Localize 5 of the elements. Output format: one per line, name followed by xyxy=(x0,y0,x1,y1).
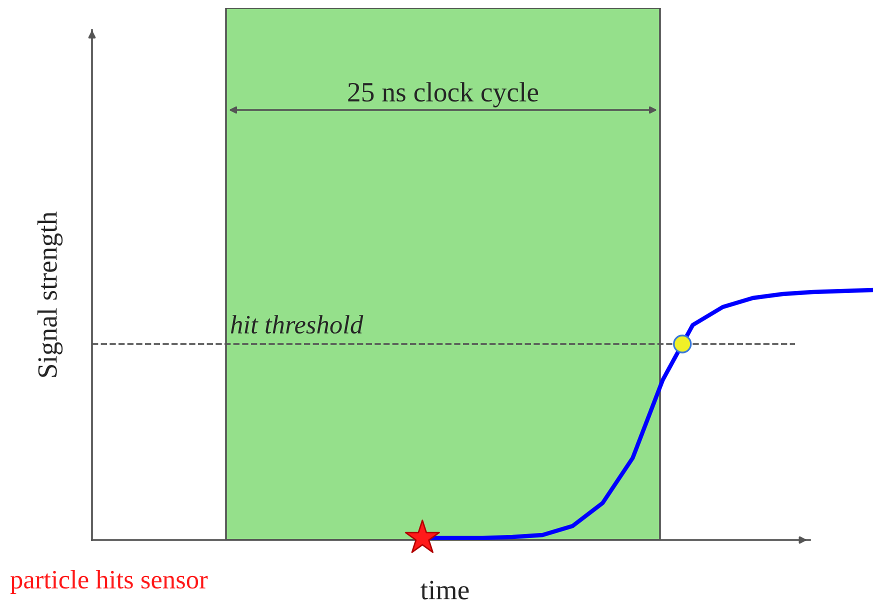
x-axis-title: time xyxy=(420,580,469,600)
ref-line-label: hit threshold xyxy=(230,315,364,334)
text: 25 ns clock cycle xyxy=(348,82,538,108)
text: particle hits sensor xyxy=(10,570,208,594)
text: Signal strength xyxy=(37,212,63,377)
